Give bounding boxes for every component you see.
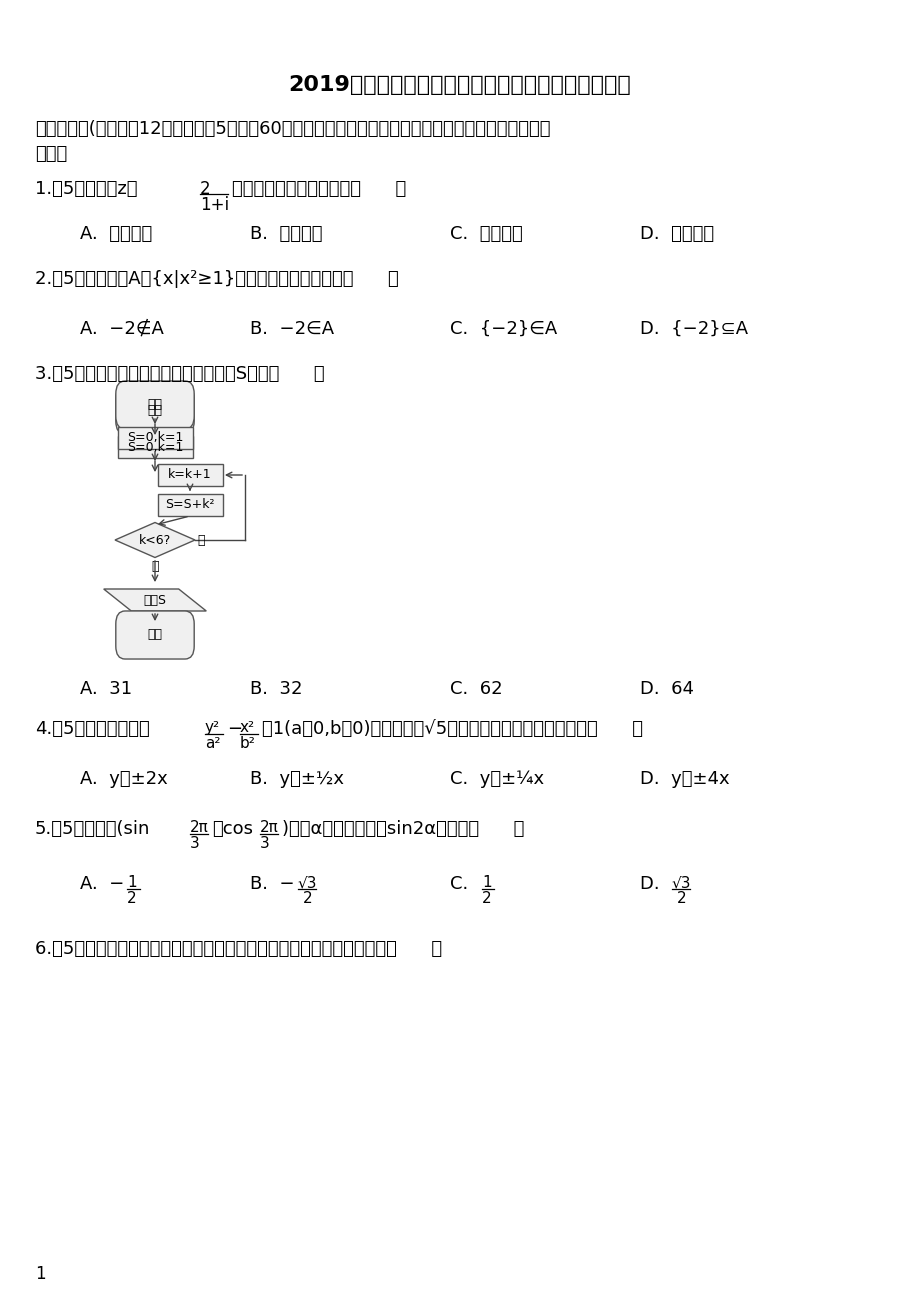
Bar: [118, 427, 192, 449]
Text: 开始: 开始: [147, 398, 163, 411]
Text: k<6?: k<6?: [139, 534, 171, 547]
Text: 2.（5分）若集合A＝{x|x²≥1}，则下列结论正确的是（      ）: 2.（5分）若集合A＝{x|x²≥1}，则下列结论正确的是（ ）: [35, 270, 398, 288]
Text: A.  −2∉A: A. −2∉A: [80, 320, 164, 339]
Text: 求．）: 求．）: [35, 145, 67, 163]
Text: D.  y＝±4x: D. y＝±4x: [640, 769, 729, 788]
Text: 1+i: 1+i: [199, 197, 229, 214]
Text: D.: D.: [640, 875, 670, 893]
Text: 开始: 开始: [147, 404, 163, 417]
Text: x²: x²: [240, 720, 255, 736]
Text: D.  第四象限: D. 第四象限: [640, 225, 713, 243]
Text: a²: a²: [205, 736, 221, 751]
Text: A.  31: A. 31: [80, 680, 132, 698]
Text: B.  y＝±½x: B. y＝±½x: [250, 769, 344, 788]
Text: S=S+k²: S=S+k²: [165, 499, 214, 512]
Text: 是: 是: [197, 534, 204, 547]
Text: 2: 2: [482, 891, 491, 906]
Text: 一、选择题(本大题共12小题，每题5分，共60分．在每小题给出的四个选项中，只有一项符合题目要求: 一、选择题(本大题共12小题，每题5分，共60分．在每小题给出的四个选项中，只有…: [35, 120, 550, 138]
FancyBboxPatch shape: [116, 611, 194, 659]
Text: C.  第三象限: C. 第三象限: [449, 225, 522, 243]
Text: C.  62: C. 62: [449, 680, 502, 698]
Text: −: −: [227, 720, 242, 738]
Text: 2: 2: [127, 891, 137, 906]
FancyBboxPatch shape: [116, 385, 194, 434]
Text: A.  −: A. −: [80, 875, 124, 893]
Text: 4.（5分）已知双曲线: 4.（5分）已知双曲线: [35, 720, 150, 738]
Text: y²: y²: [205, 720, 220, 736]
Text: 1.（5分）复数z＝: 1.（5分）复数z＝: [35, 180, 137, 198]
Text: 否: 否: [151, 560, 159, 573]
Text: ＝1(a＞0,b＞0)的离心率为√5，则该双曲线的渐近线方程为（      ）: ＝1(a＞0,b＞0)的离心率为√5，则该双曲线的渐近线方程为（ ）: [262, 720, 642, 738]
Text: √3: √3: [671, 875, 691, 891]
Text: C.  y＝±¼x: C. y＝±¼x: [449, 769, 543, 788]
Text: 6.（5分）如图为一个几何体的三视图，则该几何体的外接球的表面积为（      ）: 6.（5分）如图为一个几何体的三视图，则该几何体的外接球的表面积为（ ）: [35, 940, 442, 958]
Text: 2π: 2π: [260, 820, 278, 835]
Text: D.  64: D. 64: [640, 680, 693, 698]
Text: 1: 1: [482, 875, 491, 891]
Text: B.  32: B. 32: [250, 680, 302, 698]
Text: 1: 1: [127, 875, 137, 891]
Text: 2: 2: [302, 891, 312, 906]
Text: D.  {−2}⊆A: D. {−2}⊆A: [640, 320, 747, 339]
Polygon shape: [104, 589, 206, 611]
Text: 1: 1: [35, 1266, 46, 1282]
Text: )在角α的终边上，则sin2α的值为（      ）: )在角α的终边上，则sin2α的值为（ ）: [282, 820, 524, 838]
Text: C.  {−2}∈A: C. {−2}∈A: [449, 320, 557, 339]
Bar: [157, 464, 222, 486]
Text: B.  −: B. −: [250, 875, 294, 893]
Text: 2019年四川省凉山州高考数学二诊数学试卷（文科）: 2019年四川省凉山州高考数学二诊数学试卷（文科）: [289, 76, 630, 95]
Text: A.  第一象限: A. 第一象限: [80, 225, 152, 243]
Text: √3: √3: [298, 875, 317, 891]
Bar: [157, 493, 222, 516]
Text: C.: C.: [449, 875, 479, 893]
Text: b²: b²: [240, 736, 255, 751]
Text: 输出S: 输出S: [143, 594, 166, 607]
Text: 2: 2: [676, 891, 686, 906]
Text: S=0,k=1: S=0,k=1: [127, 431, 183, 444]
Text: B.  −2∈A: B. −2∈A: [250, 320, 334, 339]
Text: B.  第二象限: B. 第二象限: [250, 225, 323, 243]
Text: 3.（5分）执行如图程序框图，则输出的S值为（      ）: 3.（5分）执行如图程序框图，则输出的S值为（ ）: [35, 365, 324, 383]
Text: 3: 3: [260, 836, 269, 852]
Text: 结束: 结束: [147, 629, 163, 642]
Polygon shape: [115, 522, 195, 557]
Text: S=0,k=1: S=0,k=1: [127, 440, 183, 453]
Bar: [118, 436, 192, 458]
Text: 2: 2: [199, 180, 210, 198]
Text: 在复平面内对应的点位于（      ）: 在复平面内对应的点位于（ ）: [232, 180, 406, 198]
Text: 5.（5分）若点(sin: 5.（5分）若点(sin: [35, 820, 150, 838]
Text: 3: 3: [190, 836, 199, 852]
Text: k=k+1: k=k+1: [168, 469, 211, 482]
Text: ，cos: ，cos: [211, 820, 253, 838]
Text: 2π: 2π: [190, 820, 209, 835]
FancyBboxPatch shape: [116, 381, 194, 430]
Text: A.  y＝±2x: A. y＝±2x: [80, 769, 167, 788]
